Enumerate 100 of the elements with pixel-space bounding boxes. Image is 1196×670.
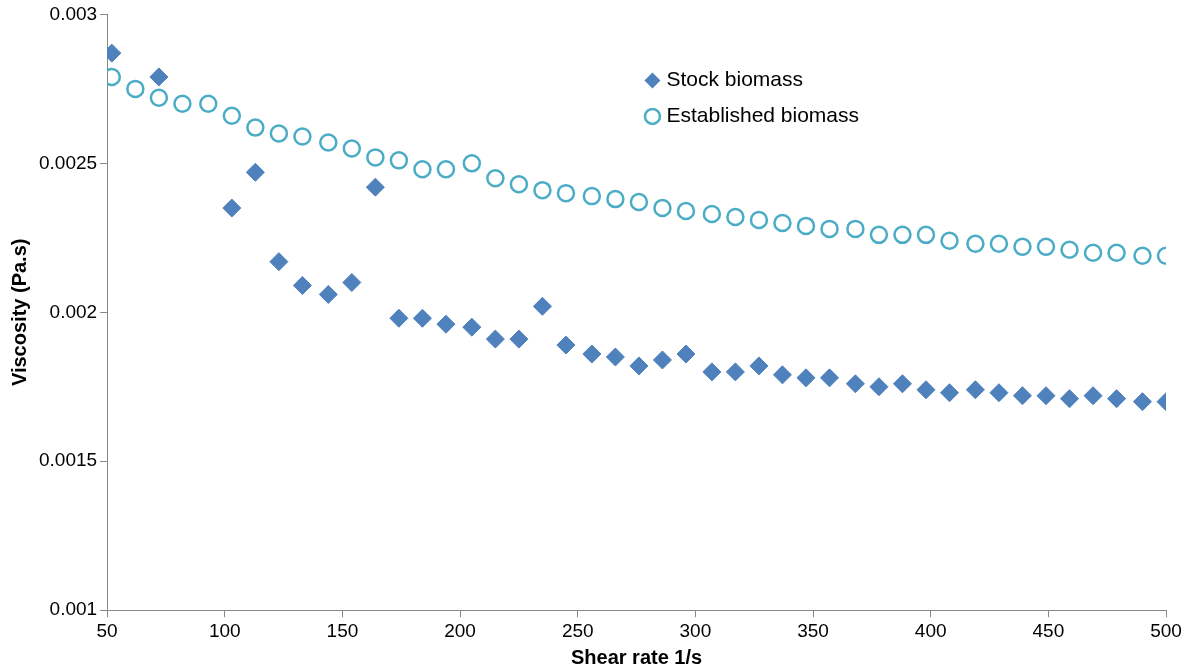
point [820, 368, 840, 388]
point [149, 67, 169, 87]
point [1132, 392, 1152, 412]
point [365, 177, 385, 197]
point [676, 201, 696, 221]
point [485, 329, 505, 349]
point [702, 204, 722, 224]
point [653, 198, 672, 218]
point [389, 308, 409, 328]
point [702, 362, 722, 382]
point [1133, 246, 1152, 265]
y-axis-title: Viscosity (Pa.s) [7, 238, 30, 387]
point [916, 225, 936, 245]
point [1012, 386, 1032, 406]
point [892, 374, 912, 394]
point [533, 180, 552, 200]
point [319, 133, 338, 152]
x-tick-label: 350 [797, 619, 829, 641]
point [532, 296, 552, 316]
point [676, 344, 696, 364]
point [749, 210, 769, 230]
point [342, 139, 362, 158]
point [269, 252, 289, 272]
point [126, 79, 145, 99]
point [462, 317, 482, 337]
point [796, 216, 816, 236]
point [556, 183, 576, 203]
y-tick-label: 0.002 [49, 300, 98, 322]
point [846, 219, 865, 239]
point [318, 284, 338, 304]
point [293, 127, 312, 146]
point [893, 225, 912, 245]
point [222, 106, 242, 125]
point [820, 219, 839, 239]
point [413, 160, 432, 179]
point [773, 213, 792, 233]
point [366, 148, 385, 167]
point [989, 234, 1009, 254]
point [749, 356, 769, 376]
point [556, 335, 576, 355]
x-tick-label: 500 [1150, 619, 1182, 641]
point [292, 275, 312, 295]
point [869, 225, 889, 245]
point [1060, 240, 1079, 259]
x-tick-label: 400 [914, 619, 947, 641]
point [173, 94, 192, 114]
y-tick-label: 0.001 [49, 598, 98, 620]
point [606, 189, 625, 209]
point [245, 162, 265, 182]
point [1036, 386, 1056, 406]
point [916, 380, 936, 400]
point [772, 365, 792, 385]
point [1107, 389, 1127, 409]
point [796, 368, 816, 388]
point [1083, 243, 1103, 262]
x-tick-label: 300 [679, 619, 712, 641]
point [629, 192, 649, 212]
point [940, 383, 960, 403]
point [412, 308, 432, 328]
point [652, 350, 672, 370]
x-tick-label: 150 [326, 619, 359, 641]
point [965, 380, 985, 400]
point [509, 329, 529, 349]
y-tick-label: 0.0015 [38, 449, 98, 471]
x-axis-title: Shear rate 1/s [570, 645, 703, 668]
point [1060, 389, 1080, 409]
point [199, 94, 218, 114]
point [725, 362, 745, 382]
x-tick-label: 100 [208, 619, 241, 641]
point [1036, 237, 1056, 257]
point [605, 347, 625, 367]
y-tick-label: 0.0025 [38, 151, 98, 173]
point [940, 231, 959, 251]
point [222, 198, 242, 218]
point [509, 174, 529, 194]
point [582, 186, 602, 206]
point [629, 356, 649, 376]
x-tick-label: 200 [444, 619, 476, 641]
x-tick-label: 50 [96, 619, 118, 641]
point [966, 234, 985, 254]
point [149, 88, 169, 108]
y-tick-label: 0.003 [49, 2, 98, 24]
point [989, 383, 1009, 403]
point [1083, 386, 1103, 406]
point [1013, 237, 1032, 257]
point [269, 124, 289, 143]
point [486, 169, 505, 188]
point [389, 151, 409, 170]
point [582, 344, 602, 364]
x-tick-label: 450 [1032, 619, 1065, 641]
point [436, 314, 456, 334]
x-tick-label: 250 [561, 619, 594, 641]
point [246, 118, 265, 137]
point [436, 160, 456, 179]
point [845, 374, 865, 394]
point [1107, 243, 1126, 262]
point [869, 377, 889, 397]
point [726, 207, 745, 227]
point [462, 154, 482, 173]
legend-label: Stock biomass [666, 67, 803, 91]
